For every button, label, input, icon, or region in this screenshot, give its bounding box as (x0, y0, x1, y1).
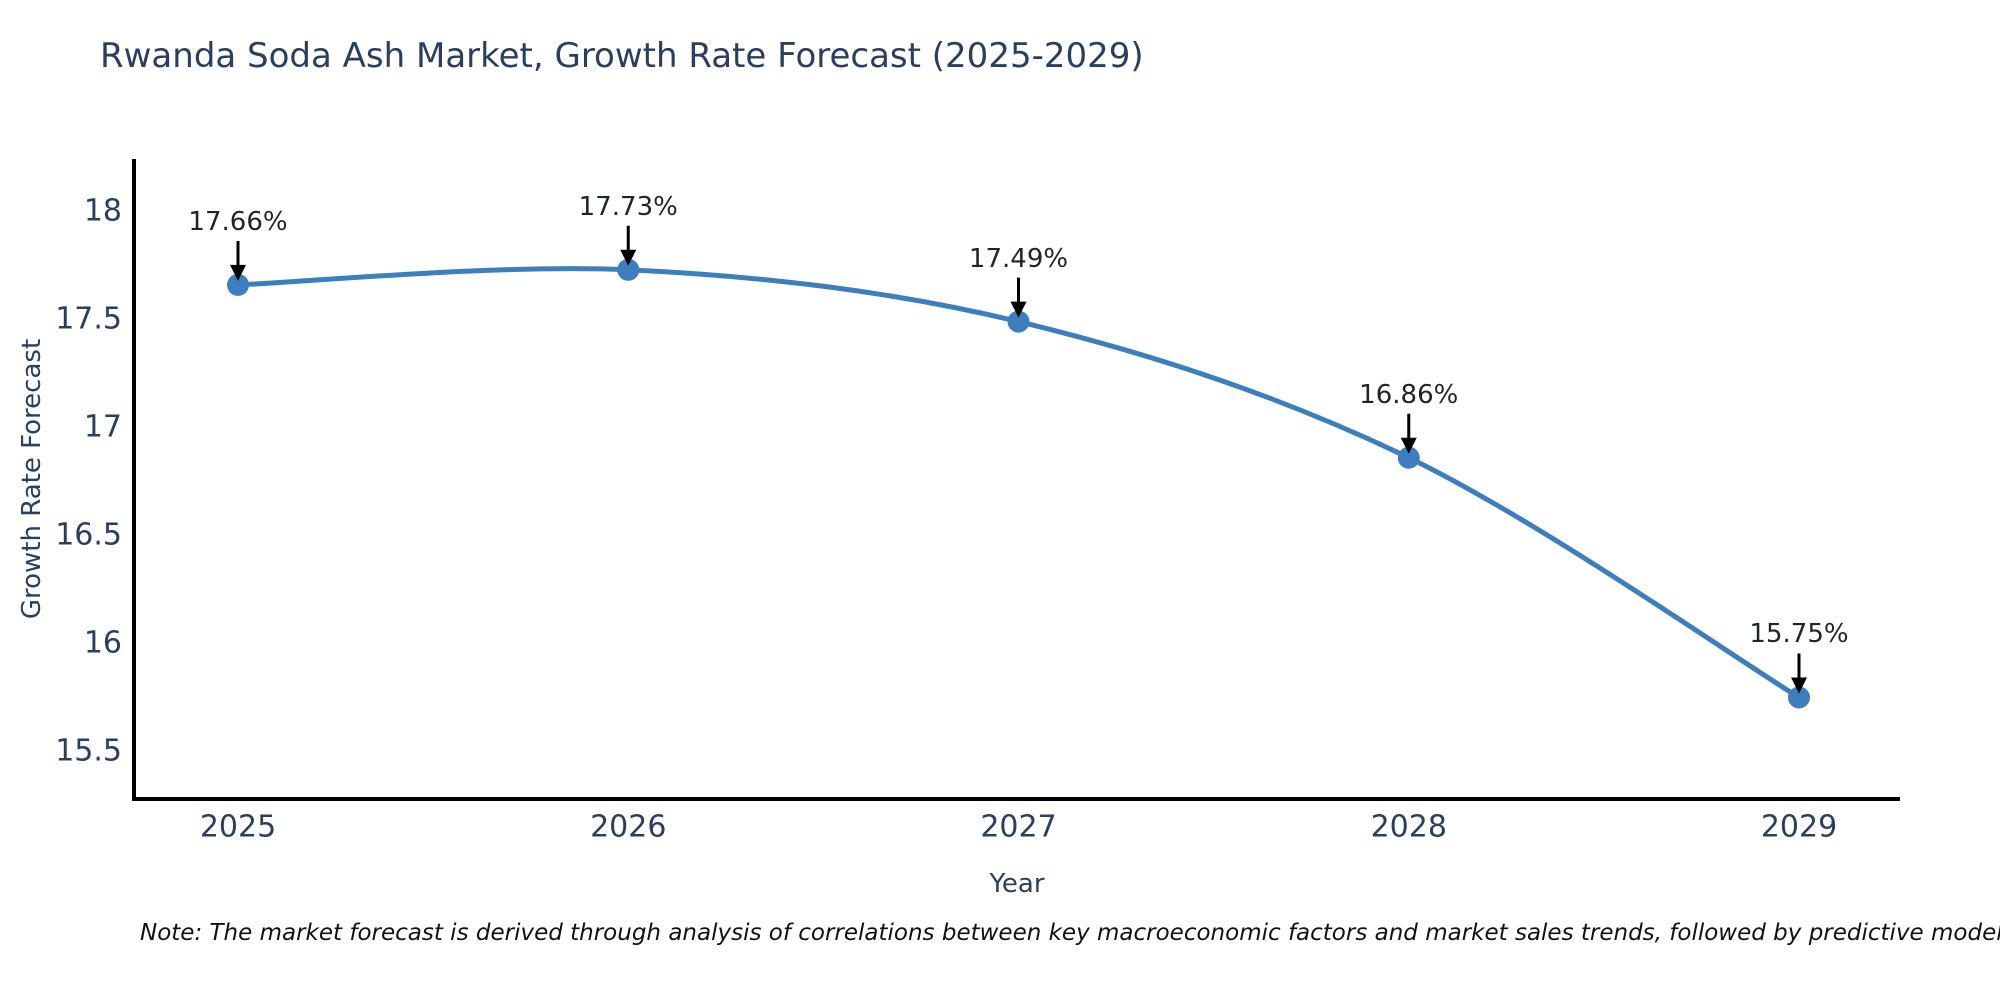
data-point-marker (1788, 686, 1810, 709)
x-tick-label: 2025 (199, 809, 277, 845)
footnote: Note: The market forecast is derived thr… (140, 920, 2000, 946)
data-point-marker (617, 258, 640, 281)
point-label: 17.73% (578, 191, 678, 222)
y-tick-label: 16.5 (55, 517, 122, 553)
y-tick-label: 17 (83, 409, 122, 445)
data-point-marker (1007, 310, 1030, 333)
annotation-arrow-head (1400, 437, 1417, 454)
y-tick-label: 18 (83, 193, 122, 229)
point-label: 15.75% (1749, 619, 1849, 650)
annotation-arrow-head (620, 249, 637, 266)
y-tick-label: 15.5 (55, 733, 122, 769)
x-tick-label: 2028 (1370, 809, 1447, 845)
x-tick-label: 2026 (590, 809, 667, 845)
trend-line (235, 266, 1802, 700)
annotation-arrow-head (230, 264, 246, 281)
x-tick-label: 2027 (980, 809, 1057, 845)
x-axis-title: Year (989, 869, 1045, 899)
chart-title: Rwanda Soda Ash Market, Growth Rate Fore… (100, 36, 1144, 76)
point-label: 16.86% (1359, 379, 1459, 410)
y-axis-title: Growth Rate Forecast (17, 338, 47, 620)
annotation-arrow-head (1010, 301, 1027, 318)
x-tick-label: 2029 (1760, 809, 1838, 845)
point-label: 17.49% (968, 243, 1069, 274)
point-label: 17.66% (188, 206, 288, 237)
annotation-arrow-head (1791, 677, 1807, 694)
y-tick-label: 17.5 (55, 301, 122, 337)
data-point-marker (227, 273, 249, 296)
data-point-marker (1397, 446, 1420, 469)
y-tick-label: 16 (83, 625, 122, 661)
